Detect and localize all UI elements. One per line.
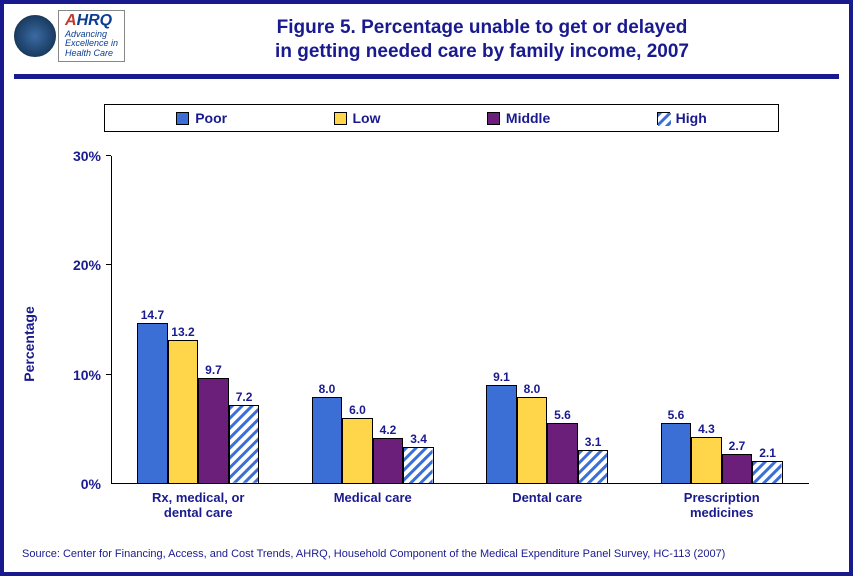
legend-item: Middle: [487, 110, 550, 126]
ahrq-logo: AHRQ Advancing Excellence in Health Care: [58, 10, 125, 62]
bar: 4.2: [373, 438, 404, 484]
y-tick-label: 30%: [73, 148, 101, 164]
bar: 6.0: [342, 418, 373, 484]
bar-value-label: 8.0: [524, 382, 541, 396]
y-tick: [106, 264, 111, 265]
header-divider: [14, 74, 839, 79]
bar: 8.0: [517, 397, 548, 484]
bar-value-label: 3.1: [585, 435, 602, 449]
bar: 8.0: [312, 397, 343, 484]
y-tick: [106, 155, 111, 156]
bar-value-label: 5.6: [668, 408, 685, 422]
bar-value-label: 4.2: [380, 423, 397, 437]
category-group: 9.18.05.63.1Dental care: [486, 156, 608, 484]
y-tick-label: 10%: [73, 367, 101, 383]
bar: 4.3: [691, 437, 722, 484]
hhs-seal-icon: [14, 15, 56, 57]
bar-value-label: 2.1: [759, 446, 776, 460]
legend-swatch-icon: [487, 112, 500, 125]
plot-inner: 14.713.29.77.2Rx, medical, or dental car…: [111, 156, 809, 484]
category-group: 14.713.29.77.2Rx, medical, or dental car…: [137, 156, 259, 484]
bar: 5.6: [661, 423, 692, 484]
ahrq-wordmark: AHRQ: [65, 13, 118, 30]
category-group: 8.06.04.23.4Medical care: [312, 156, 434, 484]
bar-value-label: 13.2: [171, 325, 194, 339]
y-tick: [106, 374, 111, 375]
category-label: Prescription medicines: [652, 491, 792, 521]
bar-value-label: 9.7: [205, 363, 222, 377]
bar-value-label: 5.6: [554, 408, 571, 422]
bars-layer: 14.713.29.77.2Rx, medical, or dental car…: [111, 156, 809, 484]
bar: 5.6: [547, 423, 578, 484]
legend-swatch-icon: [176, 112, 189, 125]
bar-value-label: 3.4: [410, 432, 427, 446]
bar: 2.7: [722, 454, 753, 484]
category-label: Medical care: [303, 491, 443, 506]
bar-value-label: 9.1: [493, 370, 510, 384]
legend-item: High: [657, 110, 707, 126]
legend-label: High: [676, 110, 707, 126]
ahrq-tagline-3: Health Care: [65, 49, 118, 58]
legend-label: Middle: [506, 110, 550, 126]
bar-value-label: 7.2: [236, 390, 253, 404]
y-tick-label: 20%: [73, 257, 101, 273]
bar: 7.2: [229, 405, 260, 484]
bar: 3.4: [403, 447, 434, 484]
bar: 3.1: [578, 450, 609, 484]
legend: Poor Low Middle High: [104, 104, 779, 132]
ahrq-a: A: [65, 12, 77, 29]
category-label: Rx, medical, or dental care: [128, 491, 268, 521]
figure-title: Figure 5. Percentage unable to get or de…: [125, 10, 839, 64]
category-group: 5.64.32.72.1Prescription medicines: [661, 156, 783, 484]
bar-value-label: 2.7: [729, 439, 746, 453]
bar: 13.2: [168, 340, 199, 484]
plot-area: Percentage 14.713.29.77.2Rx, medical, or…: [39, 156, 819, 532]
bar: 14.7: [137, 323, 168, 484]
bar-value-label: 6.0: [349, 403, 366, 417]
logo-block: AHRQ Advancing Excellence in Health Care: [14, 10, 125, 62]
category-label: Dental care: [477, 491, 617, 506]
legend-label: Poor: [195, 110, 227, 126]
legend-item: Low: [334, 110, 381, 126]
source-note: Source: Center for Financing, Access, an…: [22, 548, 831, 560]
chart: PoorLowMiddleHigh Percentage 14.713.29.7…: [14, 94, 839, 532]
bar: 9.7: [198, 378, 229, 484]
legend-label: Low: [353, 110, 381, 126]
title-line-2: in getting needed care by family income,…: [125, 40, 839, 64]
title-line-1: Figure 5. Percentage unable to get or de…: [125, 16, 839, 40]
bar-value-label: 8.0: [319, 382, 336, 396]
bar-value-label: 14.7: [141, 308, 164, 322]
legend-swatch-icon: [657, 112, 670, 125]
y-tick-label: 0%: [81, 476, 101, 492]
legend-item: Poor: [176, 110, 227, 126]
header: AHRQ Advancing Excellence in Health Care…: [4, 4, 849, 68]
legend-swatch-icon: [334, 112, 347, 125]
y-axis-label: Percentage: [21, 306, 37, 381]
bar: 9.1: [486, 385, 517, 484]
ahrq-hrq: HRQ: [77, 12, 113, 29]
figure-frame: AHRQ Advancing Excellence in Health Care…: [0, 0, 853, 576]
bar-value-label: 4.3: [698, 422, 715, 436]
bar: 2.1: [752, 461, 783, 484]
